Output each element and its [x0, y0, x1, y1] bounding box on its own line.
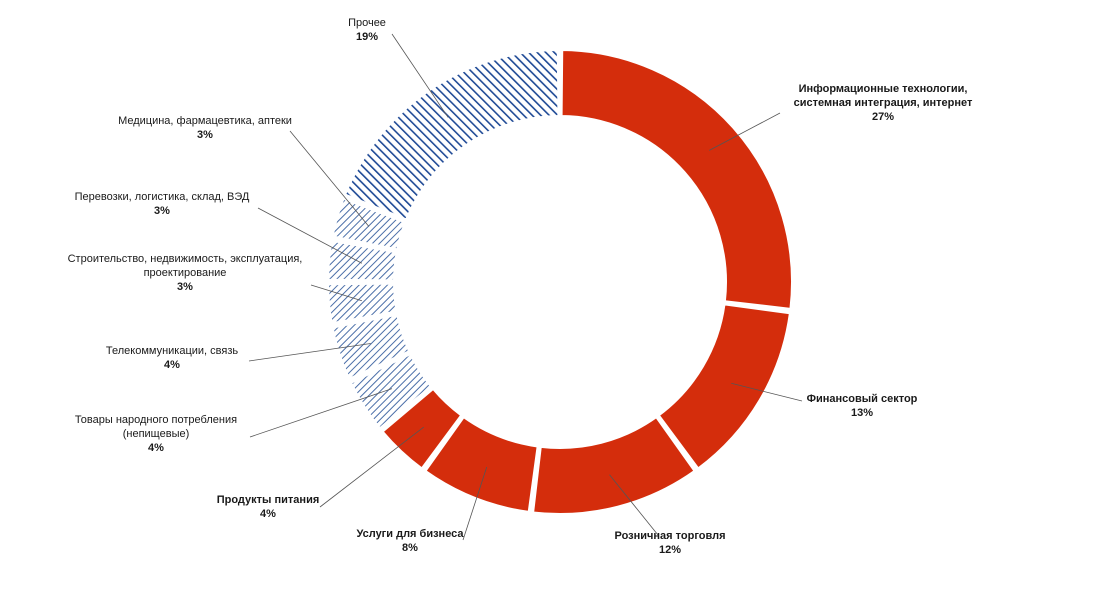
leader-lines — [248, 33, 803, 541]
slice-label-line: Медицина, фармацевтика, аптеки — [118, 115, 292, 127]
label-продукты-питания: Продукты питания 4% — [217, 494, 320, 520]
slice-percent: 4% — [148, 442, 164, 454]
label-услуги-для-бизнеса: Услуги для бизнеса 8% — [356, 528, 464, 554]
slice-финансовый-сектор — [657, 303, 792, 470]
slice-строительство-недвижимость-эксплуатация-проектирование — [327, 282, 398, 325]
donut-slices — [327, 49, 793, 515]
slice-label-line: Телекоммуникации, связь — [106, 345, 239, 357]
slice-label-line: Услуги для бизнеса — [356, 528, 464, 540]
leader-line — [609, 474, 659, 536]
label-информационные-технологии-системная-интеграция-интернет: Информационные технологии, системная инте… — [794, 83, 973, 123]
label-товары-народного-потребления-непищевые: Товары народного потребления (непищевые) 4… — [75, 414, 237, 454]
slice-percent: 3% — [154, 205, 170, 217]
leader-line — [319, 426, 425, 508]
leader-line — [310, 284, 363, 302]
leader-line — [709, 112, 781, 151]
slice-label-line: проектирование — [144, 267, 227, 279]
slice-labels: Информационные технологии, системная инте… — [68, 17, 973, 556]
leader-line — [731, 382, 803, 402]
slice-label-line: Продукты питания — [217, 494, 320, 506]
slice-label-line: (непищевые) — [123, 428, 190, 440]
slice-label-line: Перевозки, логистика, склад, ВЭД — [75, 191, 250, 203]
slice-label-line: Розничная торговля — [615, 530, 726, 542]
slice-label-line: Финансовый сектор — [807, 393, 918, 405]
slice-label-line: Информационные технологии, — [799, 83, 968, 95]
slice-телекоммуникации-связь — [331, 313, 411, 381]
slice-percent: 12% — [659, 544, 681, 556]
leader-line — [257, 207, 363, 264]
slice-товары-народного-потребления-непищевые — [349, 352, 433, 430]
slice-услуги-для-бизнеса — [424, 415, 539, 514]
leader-line — [249, 388, 393, 438]
slice-label-line: системная интеграция, интернет — [794, 97, 973, 109]
label-телекоммуникации-связь: Телекоммуникации, связь 4% — [106, 345, 239, 371]
slice-percent: 3% — [197, 129, 213, 141]
slice-прочее — [343, 49, 560, 221]
leader-line — [391, 33, 449, 118]
slice-перевозки-логистика-склад-вэд — [327, 239, 398, 282]
slice-информационные-технологии-системная-интеграция-интернет — [560, 49, 793, 310]
label-финансовый-сектор: Финансовый сектор 13% — [807, 393, 918, 419]
slice-розничная-торговля — [532, 415, 696, 515]
slice-label-line: Прочее — [348, 17, 386, 29]
slice-percent: 4% — [164, 359, 180, 371]
leader-line — [248, 343, 371, 362]
slice-percent: 27% — [872, 111, 894, 123]
label-розничная-торговля: Розничная торговля 12% — [615, 530, 726, 556]
slice-label-line: Товары народного потребления — [75, 414, 237, 426]
label-перевозки-логистика-склад-вэд: Перевозки, логистика, склад, ВЭД 3% — [75, 191, 250, 217]
slice-percent: 13% — [851, 407, 873, 419]
label-строительство-недвижимость-эксплуатация-проектирование: Строительство, недвижимость, эксплуатаци… — [68, 253, 303, 293]
label-прочее: Прочее 19% — [348, 17, 386, 43]
slice-percent: 19% — [356, 31, 378, 43]
slice-percent: 3% — [177, 281, 193, 293]
leader-line — [462, 466, 488, 541]
slice-percent: 4% — [260, 508, 276, 520]
label-медицина-фармацевтика-аптеки: Медицина, фармацевтика, аптеки 3% — [118, 115, 292, 141]
slice-percent: 8% — [402, 542, 418, 554]
leader-line — [289, 130, 370, 227]
slice-медицина-фармацевтика-аптеки — [331, 197, 407, 251]
slice-label-line: Строительство, недвижимость, эксплуатаци… — [68, 253, 303, 265]
